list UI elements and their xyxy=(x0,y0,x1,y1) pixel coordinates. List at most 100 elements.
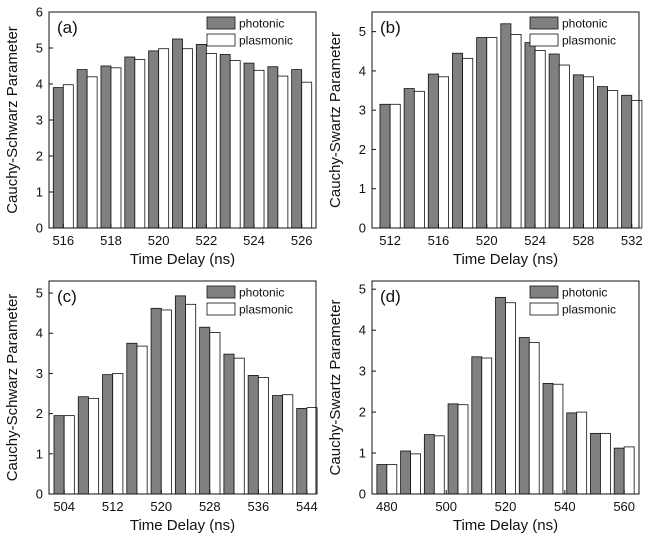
x-axis-label: Time Delay (ns) xyxy=(130,251,235,268)
bar-photonic-6 xyxy=(195,44,207,229)
bar-plasmonic-5 xyxy=(185,303,197,495)
bar-photonic-2 xyxy=(427,73,439,229)
bar-plasmonic-6 xyxy=(209,332,221,495)
x-tick-label: 500 xyxy=(435,499,457,514)
x-tick-label: 520 xyxy=(476,233,498,248)
y-tick-label: 2 xyxy=(36,406,43,421)
bar-plasmonic-2 xyxy=(112,373,124,495)
y-tick-label: 3 xyxy=(36,366,43,381)
bar-photonic-3 xyxy=(452,52,464,229)
bar-plasmonic-3 xyxy=(462,57,474,229)
bar-photonic-0 xyxy=(379,103,391,229)
panel-label: (b) xyxy=(380,18,401,37)
bar-plasmonic-3 xyxy=(136,345,148,495)
legend-swatch-photonic xyxy=(206,285,236,299)
legend-label-plasmonic: plasmonic xyxy=(239,303,293,317)
legend-swatch-plasmonic xyxy=(529,302,559,316)
x-tick-label: 516 xyxy=(428,233,450,248)
bar-photonic-8 xyxy=(566,412,578,495)
bar-photonic-5 xyxy=(500,23,512,229)
bar-photonic-3 xyxy=(124,56,136,229)
bar-photonic-6 xyxy=(524,42,536,229)
bar-plasmonic-10 xyxy=(631,99,643,229)
bar-photonic-9 xyxy=(590,432,601,495)
x-tick-label: 504 xyxy=(53,499,75,514)
bar-plasmonic-0 xyxy=(62,84,74,229)
legend: photonic plasmonic xyxy=(529,286,616,317)
bars-group xyxy=(53,295,318,495)
bar-plasmonic-7 xyxy=(552,383,564,495)
bar-plasmonic-4 xyxy=(486,37,498,229)
bar-photonic-5 xyxy=(495,296,506,495)
bar-plasmonic-3 xyxy=(134,59,146,229)
bar-photonic-1 xyxy=(403,88,415,229)
chart-panel-b: 0 1 2 3 4 5 512 516 520 524 528 532 Time Delay (ns) C… xyxy=(327,11,643,268)
bar-plasmonic-7 xyxy=(229,60,241,229)
x-tick-label: 520 xyxy=(148,233,170,248)
plot-frame xyxy=(371,11,640,229)
y-tick-label: 3 xyxy=(359,364,366,379)
legend-label-photonic: photonic xyxy=(239,286,284,300)
y-tick-label: 5 xyxy=(359,24,366,39)
y-tick-label: 4 xyxy=(359,323,366,338)
legend: photonic plasmonic xyxy=(206,16,293,48)
y-tick-label: 3 xyxy=(359,103,366,118)
x-tick-label: 516 xyxy=(52,233,74,248)
bar-plasmonic-1 xyxy=(413,90,425,229)
bar-photonic-10 xyxy=(621,94,633,229)
y-tick-label: 5 xyxy=(36,286,43,301)
bar-plasmonic-6 xyxy=(534,50,546,229)
y-axis-label: Cauchy-Swartz Parameter xyxy=(327,300,344,476)
bar-photonic-0 xyxy=(52,87,64,229)
y-tick-label: 0 xyxy=(359,221,366,236)
y-tick-label: 0 xyxy=(36,487,43,502)
legend-swatch-photonic xyxy=(206,16,236,30)
x-tick-label: 520 xyxy=(150,499,172,514)
bar-plasmonic-9 xyxy=(277,75,289,229)
bar-photonic-10 xyxy=(613,447,625,495)
y-tick-label: 5 xyxy=(359,282,366,297)
legend-label-plasmonic: plasmonic xyxy=(562,34,616,48)
legend-swatch-plasmonic xyxy=(206,302,236,316)
bar-photonic-9 xyxy=(597,86,608,229)
bar-plasmonic-5 xyxy=(510,33,522,229)
x-tick-label: 526 xyxy=(291,233,313,248)
x-tick-label: 518 xyxy=(100,233,122,248)
y-tick-label: 5 xyxy=(36,41,43,56)
x-axis-label: Time Delay (ns) xyxy=(130,517,235,534)
x-tick-label: 560 xyxy=(613,499,635,514)
bar-photonic-4 xyxy=(471,356,483,495)
bar-photonic-3 xyxy=(447,403,459,495)
y-tick-label: 0 xyxy=(359,487,366,502)
bar-photonic-8 xyxy=(247,375,259,495)
bar-photonic-0 xyxy=(376,464,388,495)
bar-plasmonic-9 xyxy=(600,432,611,495)
x-tick-label: 524 xyxy=(243,233,265,248)
x-axis-label: Time Delay (ns) xyxy=(453,517,558,534)
y-tick-label: 2 xyxy=(359,142,366,157)
x-tick-label: 528 xyxy=(199,499,221,514)
bar-photonic-4 xyxy=(150,307,162,495)
chart-panel-d: 0 1 2 3 4 5 480 500 520 540 560 Time Delay (ns) Cauc… xyxy=(327,280,640,534)
legend: photonic plasmonic xyxy=(529,17,616,48)
bar-plasmonic-1 xyxy=(410,453,421,495)
bar-plasmonic-5 xyxy=(505,302,516,495)
bar-plasmonic-9 xyxy=(282,394,294,495)
y-tick-label: 1 xyxy=(359,446,366,461)
bar-plasmonic-7 xyxy=(233,357,245,495)
bar-photonic-2 xyxy=(423,434,435,495)
legend-label-plasmonic: plasmonic xyxy=(562,303,616,317)
bar-plasmonic-0 xyxy=(389,103,401,229)
y-tick-label: 4 xyxy=(36,326,43,341)
bar-photonic-8 xyxy=(243,62,255,229)
bar-photonic-9 xyxy=(267,66,279,229)
legend-label-photonic: photonic xyxy=(562,17,607,31)
chart-panel-c: 0 1 2 3 4 5 504 512 520 528 536 544 Time Delay (ns) C… xyxy=(4,280,318,534)
panel-label: (a) xyxy=(57,18,78,37)
bar-photonic-2 xyxy=(100,65,112,229)
y-tick-label: 0 xyxy=(36,221,43,236)
y-tick-label: 6 xyxy=(36,5,43,20)
bar-photonic-1 xyxy=(77,396,89,495)
x-tick-label: 512 xyxy=(102,499,124,514)
bar-plasmonic-10 xyxy=(623,446,635,495)
